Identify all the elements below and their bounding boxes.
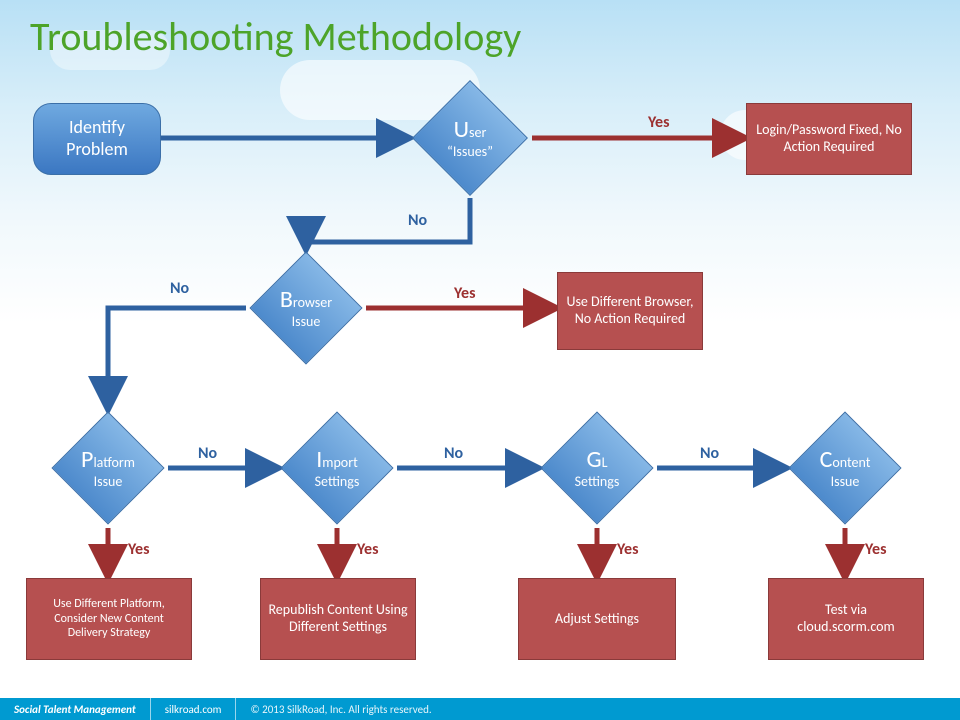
node-r_user: Login/Password Fixed, No Action Required: [746, 103, 912, 175]
node-r_import: Republish Content Using Different Settin…: [260, 578, 416, 660]
edge-label-import-gl: No: [444, 444, 463, 463]
edge-label-gl-r_gl: Yes: [617, 540, 638, 559]
footer-bar: Social Talent Management silkroad.com © …: [0, 698, 960, 720]
node-platform: PlatformIssue: [68, 428, 148, 508]
footer-site: silkroad.com: [151, 698, 237, 720]
page-title: Troubleshooting Methodology: [30, 12, 521, 61]
footer-copyright: © 2013 SilkRoad, Inc. All rights reserve…: [236, 698, 445, 720]
node-import: ImportSettings: [297, 428, 377, 508]
node-browser: BrowserIssue: [266, 268, 346, 348]
edge-label-gl-content: No: [700, 444, 719, 463]
node-user: User“Issues”: [429, 97, 511, 179]
node-content: ContentIssue: [805, 428, 885, 508]
node-start: Identify Problem: [33, 103, 161, 175]
edge-label-browser-platform: No: [170, 279, 189, 298]
node-r_platform: Use Different Platform, Consider New Con…: [26, 578, 192, 660]
edge-label-platform-r_platform: Yes: [128, 540, 149, 559]
footer-brand: Social Talent Management: [0, 698, 151, 720]
edge-label-user-browser: No: [408, 211, 427, 230]
node-gl: GLSettings: [557, 428, 637, 508]
edge-label-user-r_user: Yes: [648, 113, 669, 132]
edge-label-import-r_import: Yes: [357, 540, 378, 559]
edge-label-platform-import: No: [198, 444, 217, 463]
node-r_browser: Use Different Browser, No Action Require…: [557, 272, 703, 350]
edge-label-content-r_content: Yes: [865, 540, 886, 559]
node-r_content: Test via cloud.scorm.com: [768, 578, 924, 660]
edge-label-browser-r_browser: Yes: [454, 284, 475, 303]
node-r_gl: Adjust Settings: [518, 578, 676, 660]
